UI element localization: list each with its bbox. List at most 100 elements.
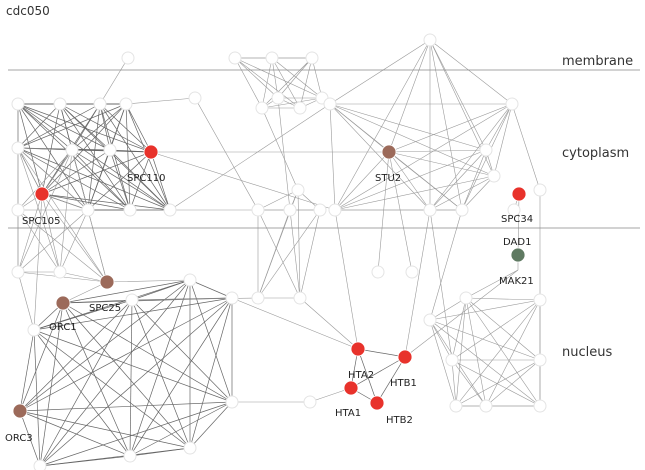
edge [231, 297, 359, 350]
unlabeled-node [293, 101, 307, 115]
edge [62, 281, 108, 304]
edge [334, 175, 495, 211]
unlabeled-node [65, 143, 79, 157]
edge [33, 193, 43, 331]
edge [59, 149, 73, 273]
edge [461, 103, 513, 211]
node-label-spc34: SPC34 [501, 214, 533, 225]
unlabeled-node [11, 265, 25, 279]
node-label-spc25: SPC25 [89, 303, 121, 314]
unlabeled-node [303, 395, 317, 409]
node-spc105[interactable] [34, 186, 50, 202]
node-htb2[interactable] [369, 395, 385, 411]
unlabeled-node [11, 97, 25, 111]
edge [39, 297, 233, 467]
edge [17, 103, 73, 151]
unlabeled-node [455, 203, 469, 217]
node-orc1[interactable] [55, 295, 71, 311]
edge-layer [17, 39, 541, 467]
edge [299, 297, 359, 350]
edge [62, 302, 191, 449]
unlabeled-node [313, 203, 327, 217]
unlabeled-node [228, 51, 242, 65]
node-dad1[interactable] [510, 247, 526, 263]
unlabeled-node [459, 291, 473, 305]
node-label-mak21: MAK21 [499, 276, 534, 287]
node-spc25[interactable] [99, 274, 115, 290]
edge [194, 97, 259, 211]
edge [234, 57, 301, 109]
edge [465, 269, 519, 299]
node-orc3[interactable] [12, 403, 28, 419]
edge [169, 103, 331, 211]
node-hta2[interactable] [350, 341, 366, 357]
node-label-spc105: SPC105 [22, 216, 60, 227]
edge [329, 103, 487, 151]
node-spc34[interactable] [511, 186, 527, 202]
node-hta1[interactable] [343, 380, 359, 396]
unlabeled-node-layer [11, 33, 547, 470]
unlabeled-node [11, 203, 25, 217]
node-stu2[interactable] [381, 144, 397, 160]
edge [451, 359, 541, 407]
node-label-hta2: HTA2 [348, 370, 374, 381]
edge [465, 297, 541, 301]
unlabeled-node [53, 265, 67, 279]
edge [19, 410, 191, 449]
edge [150, 151, 336, 211]
edge [334, 39, 431, 211]
unlabeled-node [188, 91, 202, 105]
edge [87, 209, 108, 283]
unlabeled-node [265, 51, 279, 65]
edge [271, 57, 323, 99]
edge [109, 149, 171, 211]
unlabeled-node [183, 441, 197, 455]
unlabeled-node [305, 51, 319, 65]
edge [71, 149, 131, 211]
edge [234, 57, 279, 99]
unlabeled-node [371, 265, 385, 279]
edge [329, 103, 431, 211]
edge [62, 302, 131, 457]
edge [150, 151, 171, 211]
edge [299, 209, 321, 299]
edge [19, 410, 41, 467]
unlabeled-node [423, 313, 437, 327]
edge [455, 297, 467, 407]
edge [329, 103, 495, 177]
graph-title: cdc050 [6, 4, 50, 18]
edge [451, 359, 457, 407]
edge [109, 149, 131, 211]
edge [99, 57, 129, 105]
edge [41, 151, 152, 195]
node-htb1[interactable] [397, 349, 413, 365]
unlabeled-node [479, 399, 493, 413]
node-label-stu2: STU2 [375, 173, 401, 184]
edge [17, 103, 127, 149]
edge [429, 319, 541, 361]
edge [41, 193, 89, 211]
unlabeled-node [533, 293, 547, 307]
unlabeled-node [507, 203, 521, 217]
edge [429, 149, 487, 211]
edge [465, 297, 541, 407]
unlabeled-node [323, 97, 337, 111]
edge [129, 151, 152, 211]
unlabeled-node [479, 143, 493, 157]
unlabeled-node [11, 141, 25, 155]
node-spc110[interactable] [143, 144, 159, 160]
unlabeled-node [163, 203, 177, 217]
edge [19, 329, 35, 412]
unlabeled-node [125, 293, 139, 307]
edge [334, 151, 390, 211]
unlabeled-node [533, 399, 547, 413]
edge [99, 103, 171, 211]
compartment-label-nucleus: nucleus [562, 345, 612, 360]
edge [129, 401, 233, 457]
edge [17, 103, 101, 149]
node-label-dad1: DAD1 [503, 237, 531, 248]
edge [429, 297, 467, 321]
compartment-label-membrane: membrane [562, 54, 633, 69]
edge [429, 299, 541, 321]
